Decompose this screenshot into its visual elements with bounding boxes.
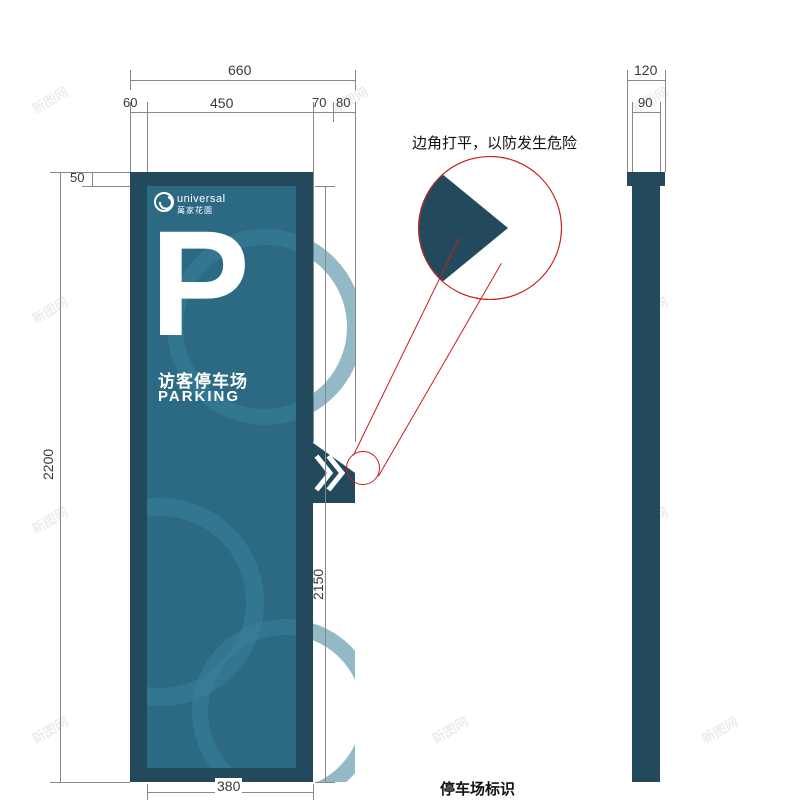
- sign-side-view: [627, 172, 665, 782]
- ext-line: [355, 112, 356, 442]
- dim-120: 120: [634, 62, 657, 78]
- dim-tick: [315, 782, 335, 783]
- dim-line: [92, 172, 93, 186]
- sign-front-view: universal 萬家花園 P 访客停车场 PARKING: [130, 172, 355, 782]
- callout-line: [353, 237, 460, 455]
- dim-450: 450: [210, 95, 233, 111]
- dim-tick: [315, 186, 335, 187]
- dim-660: 660: [228, 62, 251, 78]
- watermark: 新图网: [28, 502, 71, 538]
- ext-line: [60, 782, 130, 783]
- dim-tick: [333, 102, 334, 122]
- annotation-text: 边角打平，以防发生危险: [412, 132, 577, 153]
- big-p: P: [150, 208, 250, 358]
- dim-60: 60: [123, 95, 137, 110]
- ext-line: [665, 80, 666, 172]
- ext-line: [147, 112, 148, 172]
- dim-line: [130, 112, 355, 113]
- dim-line: [627, 80, 665, 81]
- watermark: 新图网: [28, 292, 71, 328]
- dim-tick: [313, 784, 314, 800]
- watermark: 新图网: [428, 712, 471, 748]
- dim-tick: [130, 70, 131, 90]
- dim-90: 90: [638, 95, 652, 110]
- ext-line: [632, 112, 633, 172]
- dim-tick: [355, 70, 356, 90]
- watermark: 新图网: [28, 712, 71, 748]
- dim-2200: 2200: [40, 449, 56, 480]
- dim-line: [325, 186, 326, 782]
- dim-line: [130, 80, 355, 81]
- ext-line: [627, 80, 628, 172]
- ext-line: [660, 112, 661, 172]
- dim-line: [60, 172, 61, 782]
- dim-380: 380: [215, 778, 242, 794]
- watermark: 新图网: [28, 82, 71, 118]
- ext-line: [130, 112, 131, 172]
- detail-circle-small: [346, 451, 380, 485]
- dim-line: [632, 112, 660, 113]
- ext-line: [60, 172, 130, 173]
- title-en: PARKING: [158, 388, 240, 405]
- dim-80: 80: [336, 95, 350, 110]
- dim-2150: 2150: [310, 569, 326, 600]
- dim-70: 70: [312, 95, 326, 110]
- ext-line: [92, 186, 130, 187]
- watermark: 新图网: [698, 712, 741, 748]
- dim-tick: [147, 784, 148, 800]
- caption: 停车场标识: [440, 778, 515, 799]
- diagram-canvas: 新图网 新图网 新图网 新图网 新图网 新图网 新图网 新图网 新图网 新图网 …: [0, 0, 800, 800]
